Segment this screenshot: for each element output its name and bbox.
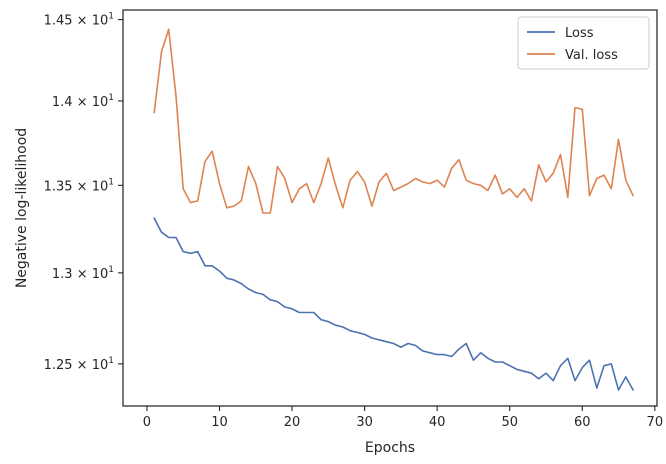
plot-frame [122, 9, 658, 407]
y-tick-label: 1.25 × 101 [44, 356, 114, 373]
x-tick-label: 40 [429, 415, 446, 430]
x-axis-title: Epochs [365, 440, 415, 456]
y-tick-label: 1.35 × 101 [44, 177, 114, 194]
y-axis: 1.25 × 101 1.3 × 101 1.35 × 101 1.4 × 101 1.… [44, 12, 123, 373]
x-axis: 0 10 20 30 40 50 60 70 [143, 406, 663, 430]
x-tick-label: 30 [356, 415, 373, 430]
legend-label-loss: Loss [565, 26, 594, 41]
series-layer [153, 28, 634, 391]
legend-box [517, 16, 650, 70]
x-tick-label: 10 [211, 415, 228, 430]
legend: Loss Val. loss [517, 16, 650, 70]
x-tick-label: 0 [143, 415, 151, 430]
y-tick-label: 1.45 × 101 [44, 12, 114, 29]
x-tick-label: 50 [501, 415, 518, 430]
legend-label-val-loss: Val. loss [565, 48, 618, 63]
y-axis-title: Negative log-likelihood [14, 128, 30, 288]
x-tick-label: 60 [574, 415, 591, 430]
y-tick-label: 1.3 × 101 [52, 265, 114, 282]
series-line-val-loss [153, 28, 634, 214]
series-line-loss [153, 217, 634, 391]
x-tick-label: 70 [647, 415, 664, 430]
x-tick-label: 20 [284, 415, 301, 430]
y-tick-label: 1.4 × 101 [52, 93, 114, 110]
